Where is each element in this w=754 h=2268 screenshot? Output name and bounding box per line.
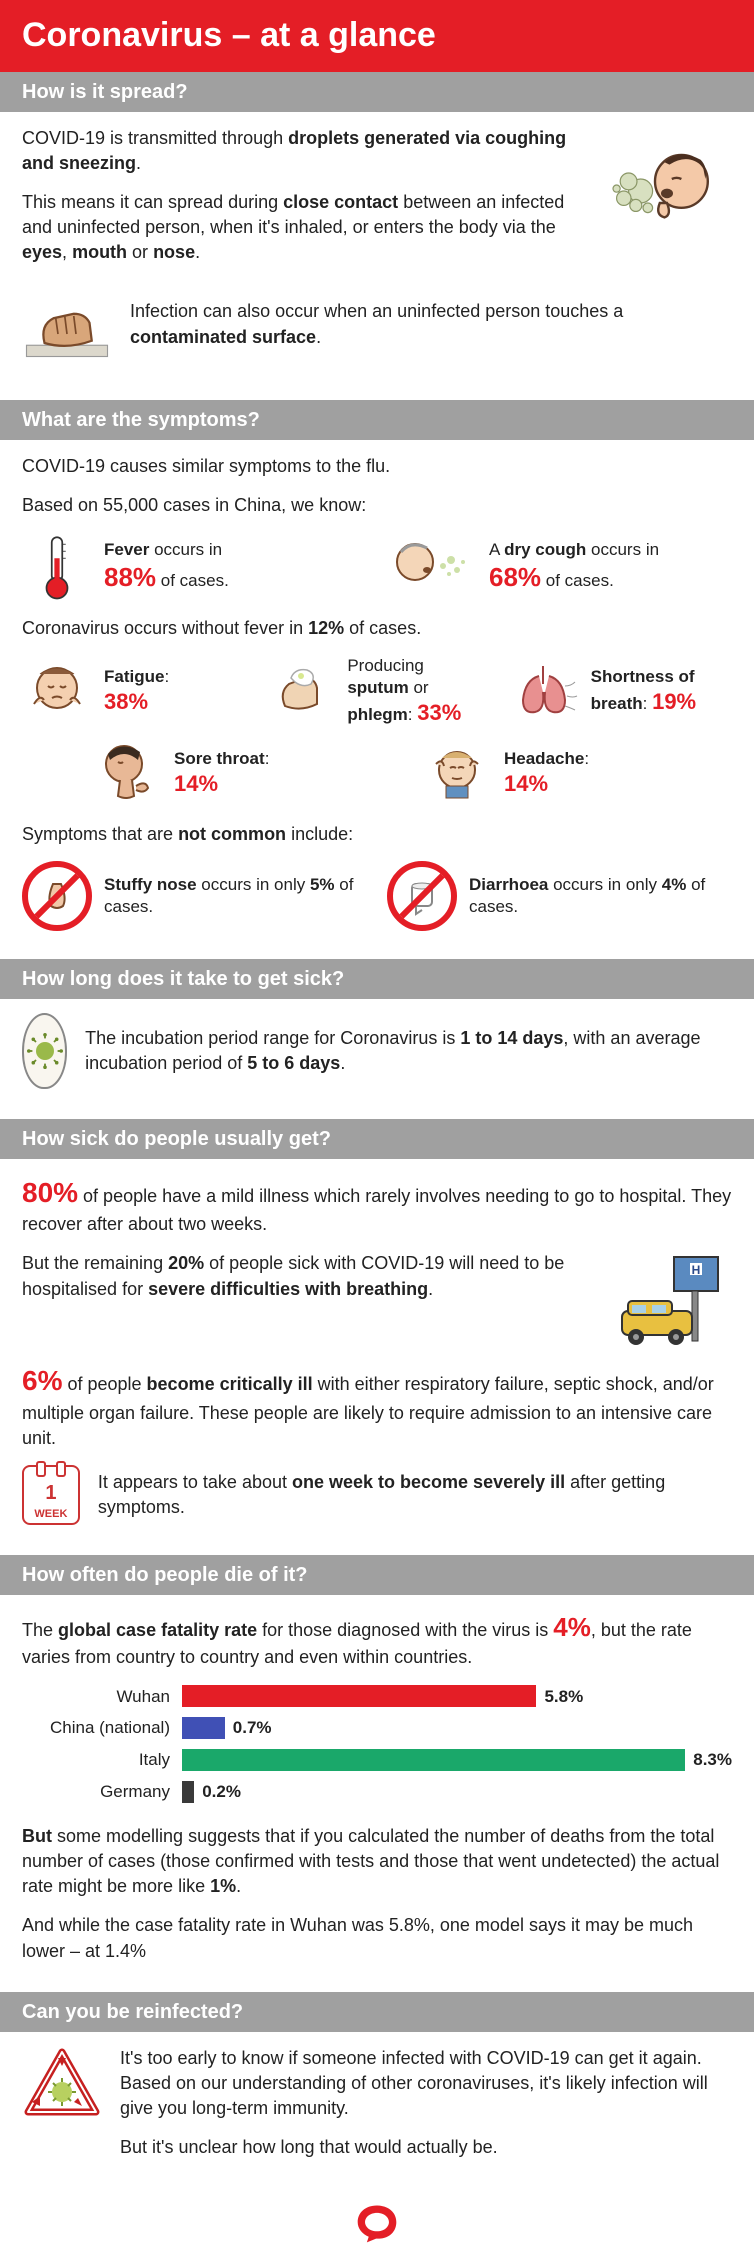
fatality-p3: And while the case fatality rate in Wuha… xyxy=(22,1913,732,1963)
lungs-icon xyxy=(509,656,579,726)
no-stuffy-nose-icon xyxy=(22,861,92,931)
section-spread: COVID-19 is transmitted through droplets… xyxy=(0,112,754,400)
chart-bar xyxy=(182,1749,685,1771)
chart-row: Wuhan 5.8% xyxy=(22,1685,732,1709)
chart-bar xyxy=(182,1717,225,1739)
fatality-p2: But some modelling suggests that if you … xyxy=(22,1824,732,1900)
symptoms-nofever: Coronavirus occurs without fever in 12% … xyxy=(22,616,732,641)
section-incubation: The incubation period range for Coronavi… xyxy=(0,999,754,1119)
symptom-diarrhoea: Diarrhoea occurs in only 4% of cases. xyxy=(387,861,732,931)
chart-label: Germany xyxy=(22,1780,182,1804)
severity-p1: 80% of people have a mild illness which … xyxy=(22,1173,732,1237)
symptom-stuffy: Stuffy nose occurs in only 5% of cases. xyxy=(22,861,367,931)
severity-p4: It appears to take about one week to bec… xyxy=(98,1470,732,1520)
no-toilet-paper-icon xyxy=(387,861,457,931)
calendar-icon: 1 WEEK xyxy=(22,1465,80,1525)
symptom-cough: A dry cough occurs in68% of cases. xyxy=(387,532,732,602)
reinfect-p2: But it's unclear how long that would act… xyxy=(120,2135,732,2160)
page-title: Coronavirus – at a glance xyxy=(0,0,754,72)
chart-value: 5.8% xyxy=(544,1685,583,1709)
symptoms-intro1: COVID-19 causes similar symptoms to the … xyxy=(22,454,732,479)
symptom-sputum: Producing sputum or phlegm: 33% xyxy=(265,655,488,728)
chart-row: Italy 8.3% xyxy=(22,1748,732,1772)
section-severity: 80% of people have a mild illness which … xyxy=(0,1159,754,1555)
incubation-text: The incubation period range for Coronavi… xyxy=(85,1026,732,1076)
chart-label: Wuhan xyxy=(22,1685,182,1709)
chart-bar xyxy=(182,1685,536,1707)
section-heading-fatality: How often do people die of it? xyxy=(0,1555,754,1595)
section-heading-reinfect: Can you be reinfected? xyxy=(0,1992,754,2032)
chart-value: 8.3% xyxy=(693,1748,732,1772)
fatigue-face-icon xyxy=(22,656,92,726)
fatality-chart: Wuhan 5.8% China (national) 0.7% Italy 8.3% Ge… xyxy=(22,1685,732,1804)
spread-p3: Infection can also occur when an uninfec… xyxy=(130,299,732,349)
section-heading-symptoms: What are the symptoms? xyxy=(0,400,754,440)
chart-bar xyxy=(182,1781,194,1803)
chart-label: Italy xyxy=(22,1748,182,1772)
symptoms-notcommon: Symptoms that are not common include: xyxy=(22,822,732,847)
section-heading-severity: How sick do people usually get? xyxy=(0,1119,754,1159)
chart-row: Germany 0.2% xyxy=(22,1780,732,1804)
symptom-throat: Sore throat:14% xyxy=(92,738,402,808)
symptom-fatigue: Fatigue:38% xyxy=(22,655,245,728)
biohazard-triangle-icon xyxy=(22,2046,102,2126)
hand-tissue-icon xyxy=(265,656,335,726)
symptom-breath: Shortness of breath: 19% xyxy=(509,655,732,728)
chart-value: 0.7% xyxy=(233,1716,272,1740)
section-fatality: The global case fatality rate for those … xyxy=(0,1595,754,1992)
symptom-headache: Headache:14% xyxy=(422,738,732,808)
sore-throat-icon xyxy=(92,738,162,808)
chart-label: China (national) xyxy=(22,1716,182,1740)
symptom-fever: Fever occurs in88% of cases. xyxy=(22,532,367,602)
hospital-car-icon: H xyxy=(612,1251,732,1351)
symptoms-intro2: Based on 55,000 cases in China, we know: xyxy=(22,493,732,518)
thermometer-icon xyxy=(22,532,92,602)
section-symptoms: COVID-19 causes similar symptoms to the … xyxy=(0,440,754,960)
fatality-intro: The global case fatality rate for those … xyxy=(22,1609,732,1671)
severity-p3: 6% of people become critically ill with … xyxy=(22,1361,732,1451)
section-heading-spread: How is it spread? xyxy=(0,72,754,112)
virus-egg-icon xyxy=(22,1013,67,1089)
coughing-person-icon xyxy=(387,532,477,602)
headache-icon xyxy=(422,738,492,808)
section-heading-incubation: How long does it take to get sick? xyxy=(0,959,754,999)
hand-surface-icon xyxy=(22,280,112,370)
footer-logo-icon xyxy=(352,2198,402,2248)
sneezing-person-icon xyxy=(602,126,732,256)
chart-value: 0.2% xyxy=(202,1780,241,1804)
section-reinfect: It's too early to know if someone infect… xyxy=(0,2032,754,2189)
reinfect-p1: It's too early to know if someone infect… xyxy=(120,2046,732,2122)
chart-row: China (national) 0.7% xyxy=(22,1716,732,1740)
svg-text:H: H xyxy=(692,1263,701,1277)
